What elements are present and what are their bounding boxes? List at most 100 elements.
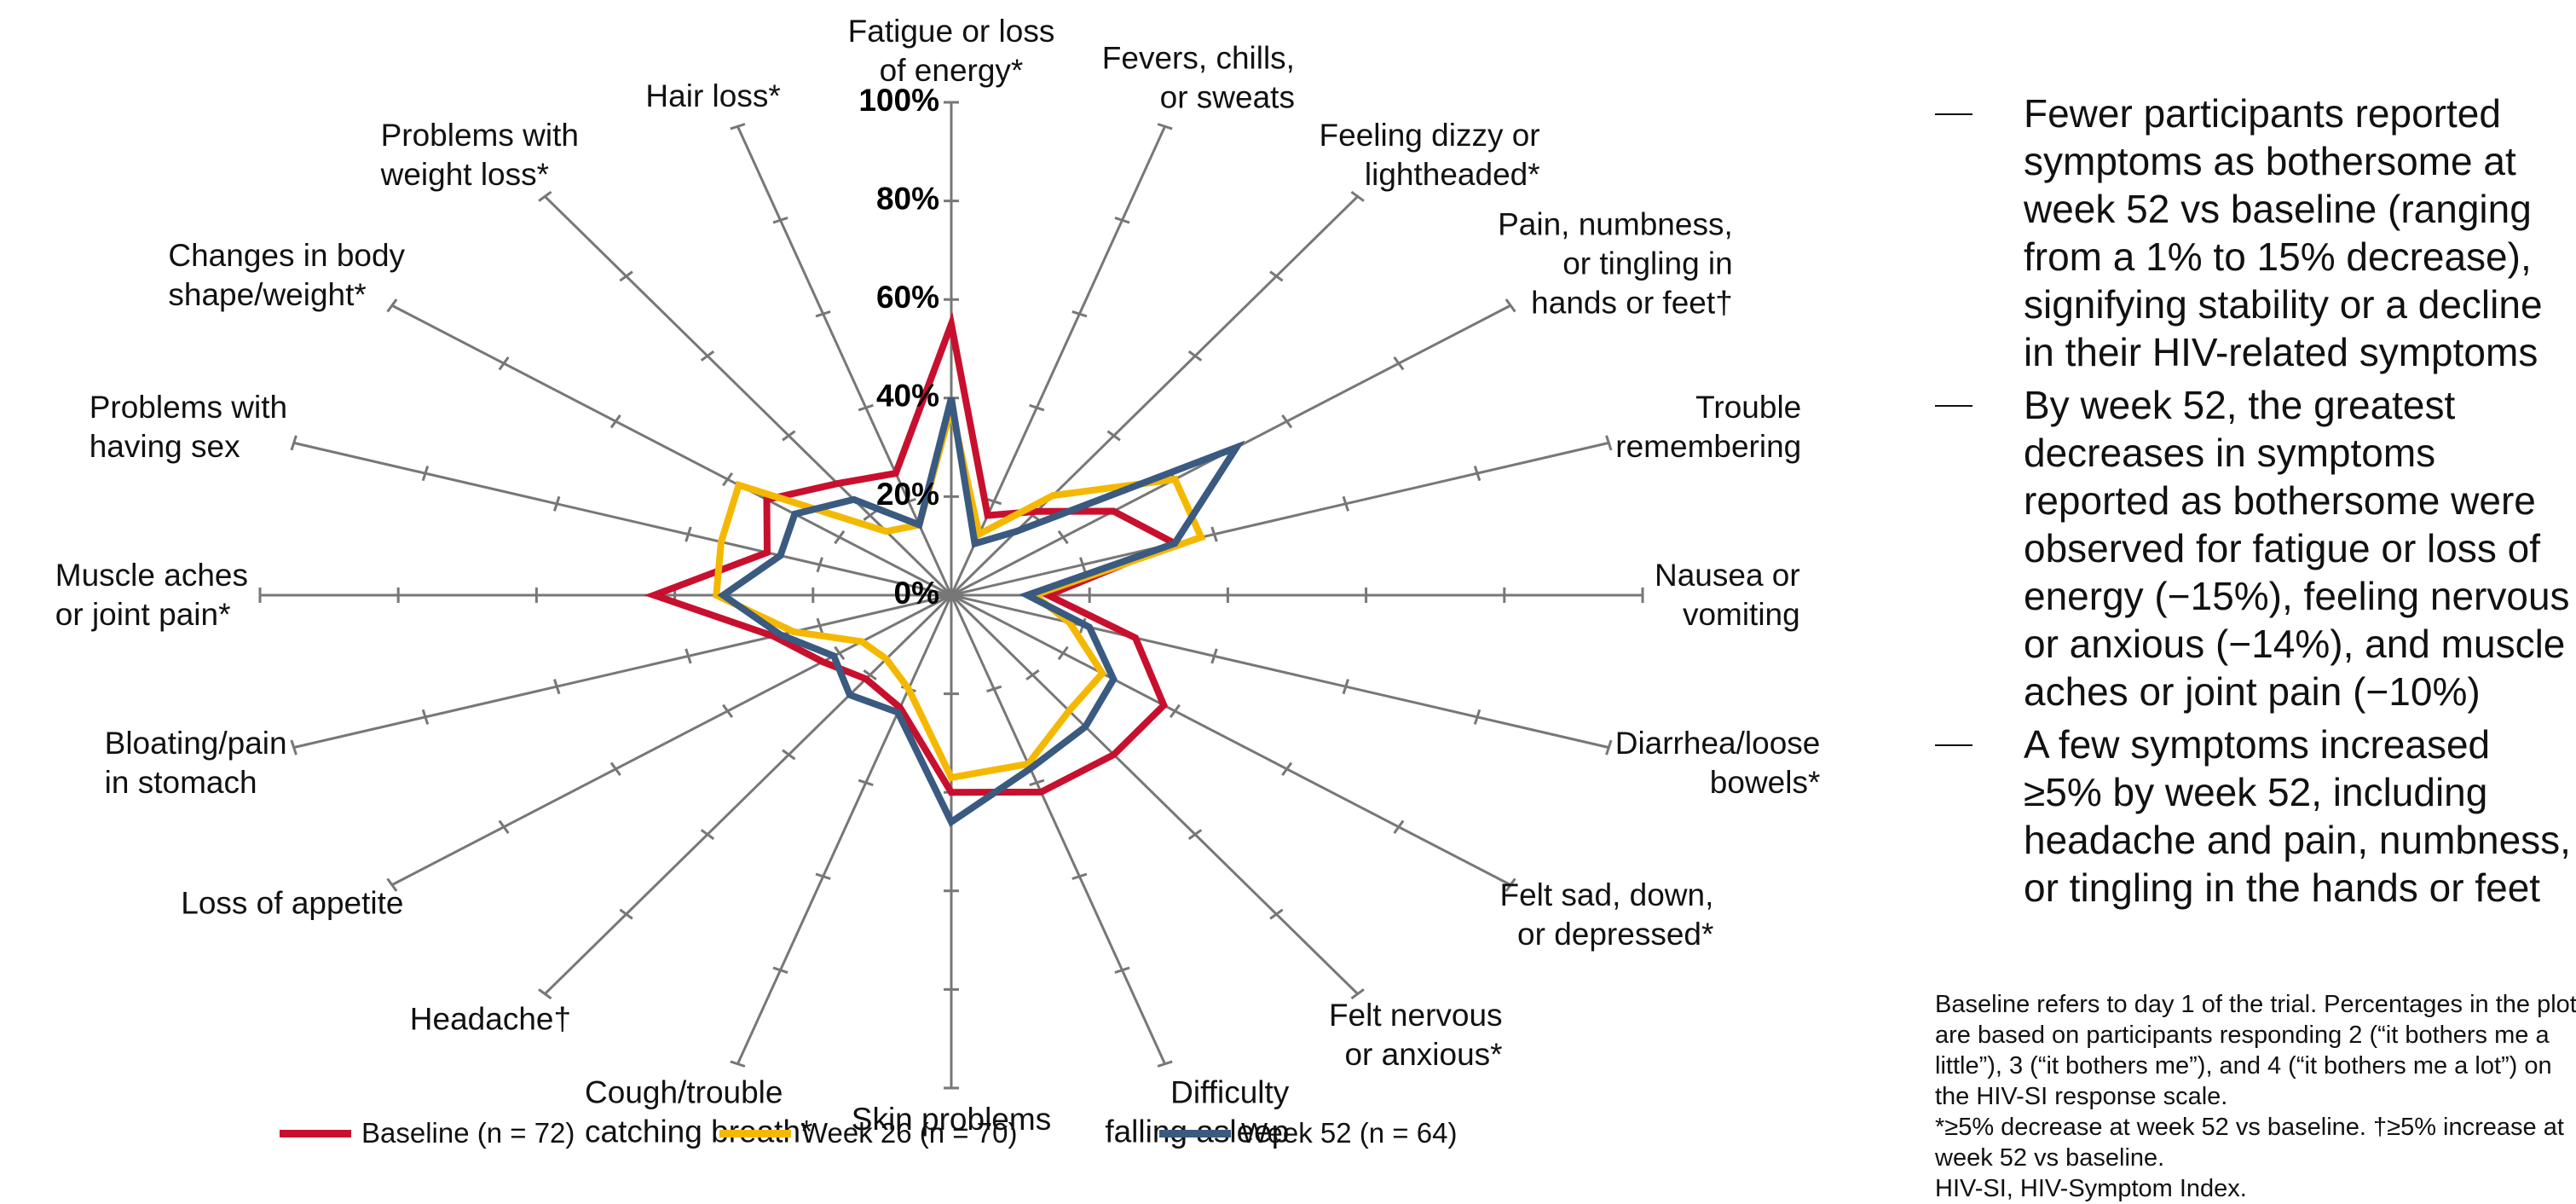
axis-tick <box>722 703 734 719</box>
category-label: Felt sad, down, or depressed* <box>1499 877 1714 952</box>
footnote: Baseline refers to day 1 of the trial. P… <box>1935 991 2576 1110</box>
axis-line <box>544 593 953 995</box>
legend-item: Week 26 (n = 70) <box>719 1117 1017 1149</box>
legend-swatch <box>280 1129 351 1137</box>
axis-line <box>391 304 952 597</box>
axis-tick <box>1350 988 1365 1000</box>
category-label: Fevers, chills, or sweats <box>1101 40 1295 115</box>
axis-tick <box>730 1060 746 1068</box>
axis-tick <box>498 819 510 834</box>
axis-line <box>736 594 953 1065</box>
category-label: Difficulty falling asleep <box>1105 1074 1290 1149</box>
axis-tick <box>1605 739 1613 755</box>
legend-swatch <box>719 1129 791 1137</box>
axis-tick <box>1157 123 1173 130</box>
axis-tick <box>1114 217 1130 224</box>
category-label: Felt nervous or anxious* <box>1328 998 1503 1073</box>
axis-tick <box>1473 709 1481 725</box>
series-line <box>717 397 1245 827</box>
legend-label: Baseline (n = 72) <box>361 1117 575 1149</box>
axis-tick <box>772 966 788 974</box>
axis-tick <box>782 430 796 442</box>
axis-tick <box>1473 466 1481 482</box>
axis-tick <box>700 829 715 841</box>
axis-tick <box>834 530 846 545</box>
legend-label: Week 26 (n = 70) <box>801 1117 1018 1149</box>
axis-line <box>293 441 952 597</box>
axis-tick <box>858 779 874 787</box>
axis-tick <box>722 472 734 487</box>
category-label: Loss of appetite <box>181 885 404 921</box>
category-label: Bloating/pain in stomach <box>104 726 287 801</box>
axis-tick <box>1605 435 1613 451</box>
axis-line <box>950 593 1609 750</box>
y-tick-label: 20% <box>876 477 939 512</box>
chart: 0% 20% 40% 60% 80% 100% <box>258 83 1644 1090</box>
axis-tick <box>1029 779 1045 787</box>
axis-line <box>293 593 952 750</box>
y-tick-label: 80% <box>876 181 939 216</box>
axis-tick <box>1350 190 1365 202</box>
bullet-text: Fewer participants reported symptoms as … <box>2024 91 2543 374</box>
axis-tick <box>553 495 561 512</box>
category-label: Feeling dizzy or lightheaded* <box>1319 117 1540 192</box>
axis-tick <box>1071 310 1088 318</box>
axis-tick <box>816 557 823 573</box>
axis-line <box>950 594 1166 1065</box>
axis-tick <box>1079 557 1087 573</box>
bullet-dash <box>1935 113 1972 115</box>
axis-tick <box>816 617 823 634</box>
axis-tick <box>619 270 633 282</box>
bullet-dash <box>1935 744 1972 746</box>
axis-tick <box>1106 430 1121 442</box>
axis-tick <box>858 403 874 412</box>
axis-tick <box>863 509 877 521</box>
axis-tick <box>1505 877 1516 892</box>
axis-tick <box>1071 872 1088 881</box>
axis-tick <box>619 908 633 920</box>
category-label: Hair loss* <box>645 78 781 114</box>
y-tick-label: 0% <box>894 576 939 611</box>
axis-tick <box>815 310 831 318</box>
legend-item: Week 52 (n = 64) <box>1159 1117 1457 1149</box>
category-label: Muscle aches or joint pain* <box>55 558 248 632</box>
legend-label: Week 52 (n = 64) <box>1241 1117 1458 1149</box>
axis-tick <box>421 466 430 482</box>
axis-tick <box>538 190 552 202</box>
axis-tick <box>1114 966 1130 974</box>
axis-tick <box>1057 645 1069 661</box>
legend-item: Baseline (n = 72) <box>280 1117 575 1149</box>
axis-tick <box>290 739 297 755</box>
axis-tick <box>1210 526 1218 542</box>
bullet-text: By week 52, the greatest decreases in sy… <box>2024 383 2570 714</box>
axis-tick <box>1281 761 1293 777</box>
bullet: Fewer participants reported symptoms as … <box>1935 90 2576 376</box>
bullet: A few symptoms increased ≥5% by week 52,… <box>1935 721 2576 912</box>
series-line <box>644 311 1183 796</box>
category-label: Diarrhea/loose bowels* <box>1614 726 1821 801</box>
axis-line <box>736 125 953 596</box>
axis-tick <box>986 497 1002 506</box>
axis-tick <box>1393 819 1405 834</box>
axis-tick <box>1057 530 1069 545</box>
series-line <box>713 407 1206 782</box>
category-label: Changes in body shape/weight* <box>168 237 406 312</box>
axis-tick <box>498 356 510 371</box>
axis-tick <box>986 685 1002 693</box>
axis-tick <box>815 872 831 881</box>
axis-line <box>950 593 1359 995</box>
axis-tick <box>609 761 621 777</box>
axis-tick <box>834 645 846 661</box>
axis-tick <box>1157 1060 1173 1068</box>
axis-tick <box>386 298 398 313</box>
axis-tick <box>609 414 621 429</box>
y-tick-label: 100% <box>858 83 939 118</box>
footnote: HIV-SI, HIV-Symptom Index. <box>1935 1175 2247 1202</box>
axis-line <box>391 593 952 887</box>
axis-tick <box>1281 414 1293 429</box>
axis-tick <box>900 497 916 506</box>
category-label: Fatigue or loss of energy* <box>847 14 1055 88</box>
bullet-notes: Fewer participants reported symptoms as … <box>1935 90 2576 917</box>
axis-tick <box>1505 298 1516 313</box>
